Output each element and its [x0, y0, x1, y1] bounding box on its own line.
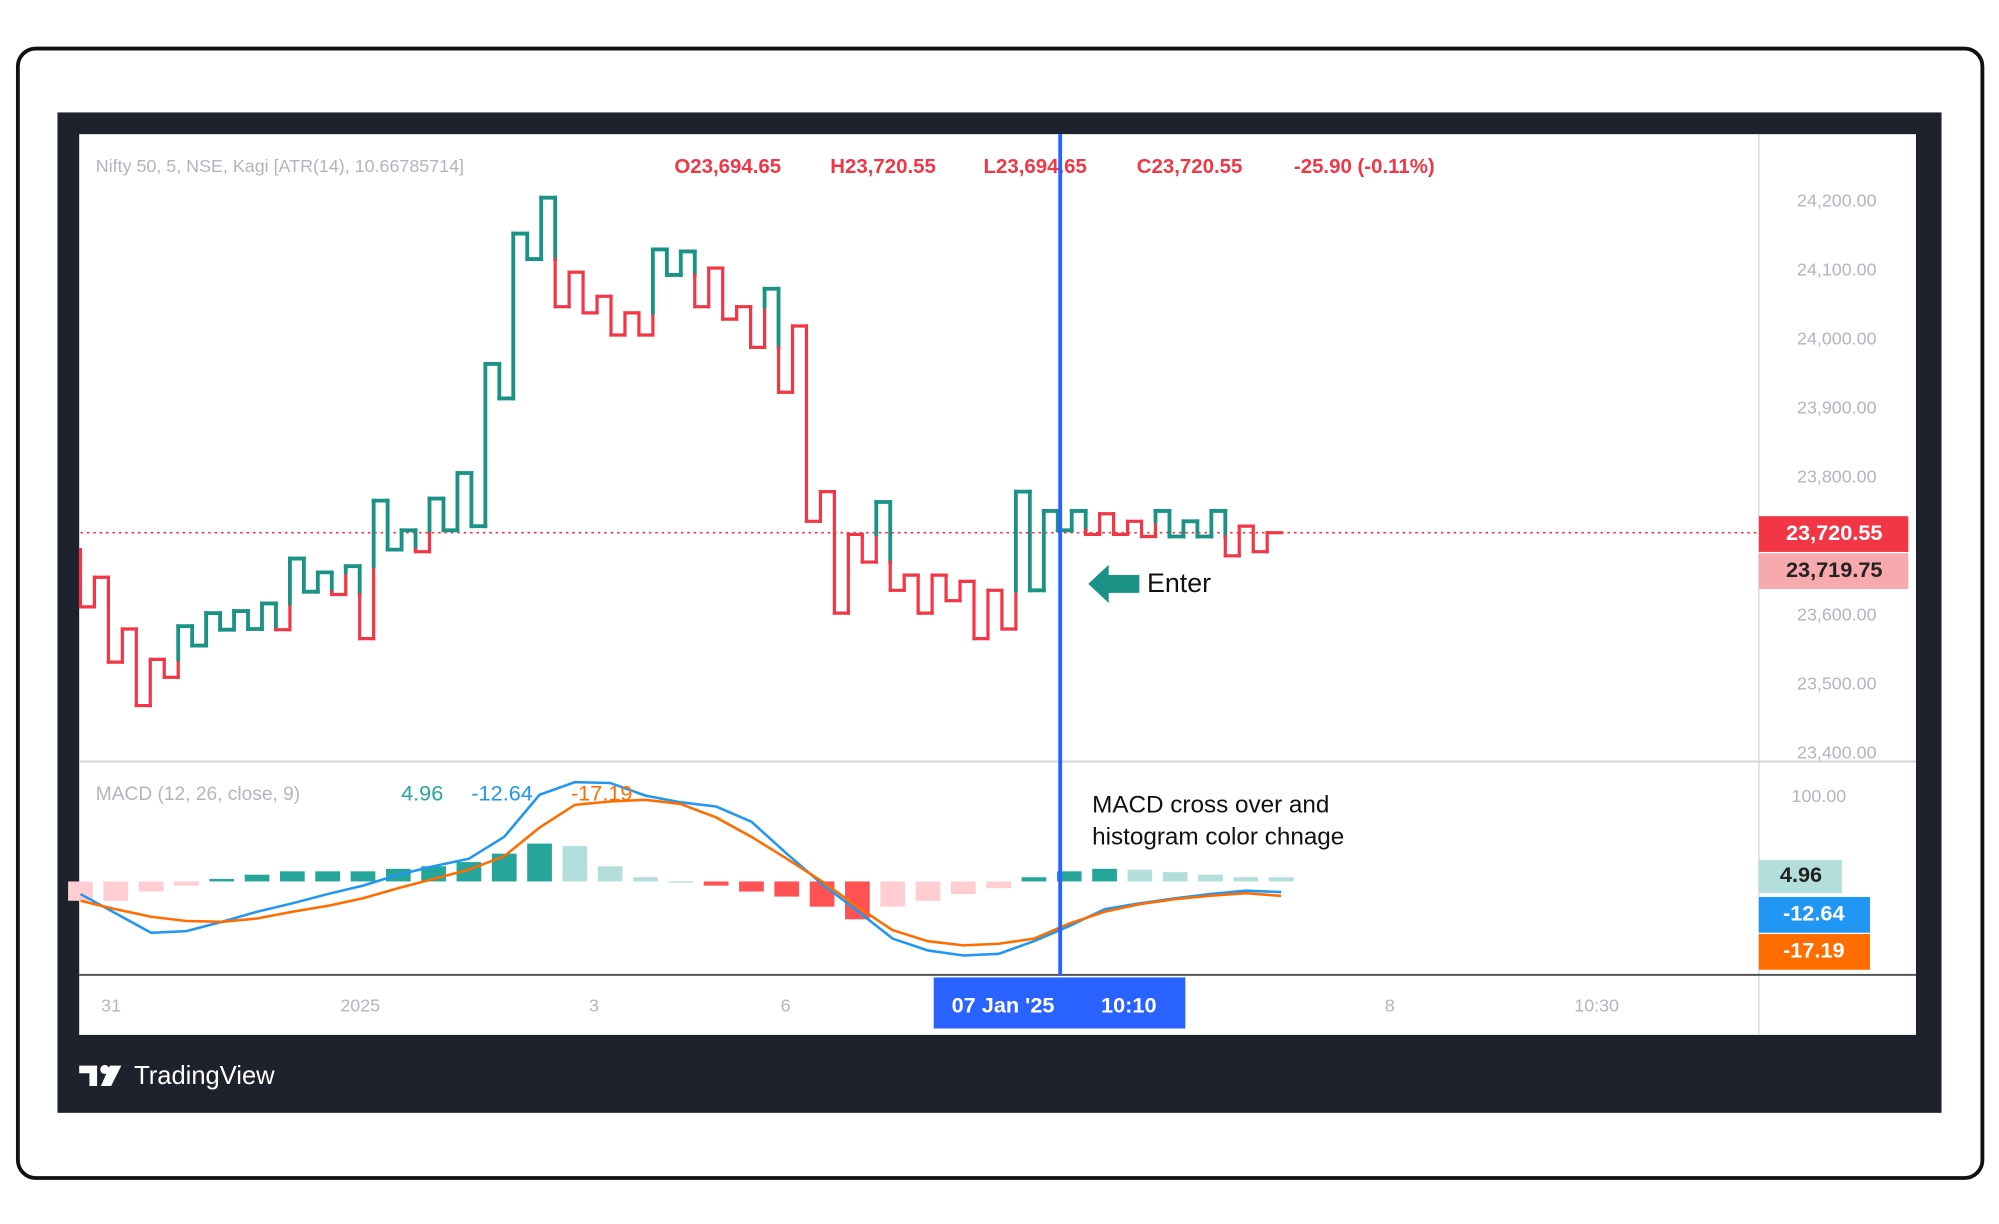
y-tick-label: 23,500.00	[1797, 674, 1877, 694]
histogram-bar	[915, 881, 941, 901]
x-tick-label: 6	[781, 996, 791, 1016]
y-tick-label: 24,200.00	[1797, 191, 1877, 211]
price-badge-label: 23,719.75	[1786, 557, 1883, 582]
y-tick-label: 24,000.00	[1797, 329, 1877, 349]
price-badge-label: 23,720.55	[1786, 520, 1883, 545]
histogram-bar	[1268, 877, 1294, 882]
histogram-bar	[315, 871, 341, 882]
logo-part	[100, 1065, 122, 1087]
histogram-bar	[174, 881, 199, 886]
histogram-bar	[1127, 869, 1153, 882]
chart-legend-title: Nifty 50, 5, NSE, Kagi [ATR(14), 10.6678…	[96, 156, 464, 176]
histogram-bar	[103, 881, 129, 901]
chart-layer: Nifty 50, 5, NSE, Kagi [ATR(14), 10.6678…	[68, 156, 1909, 1016]
macd-line	[80, 798, 1282, 947]
histogram-bar	[244, 874, 270, 882]
ohlc-value: L23,694.65	[984, 156, 1087, 178]
y-tick-label: 23,800.00	[1797, 467, 1877, 487]
ohlc-value: -25.90 (-0.11%)	[1294, 156, 1435, 178]
ohlc-value: O23,694.65	[674, 156, 781, 178]
x-tick-label: 10:30	[1574, 996, 1619, 1016]
x-tick-label: 8	[1385, 996, 1395, 1016]
value-badge-label: -12.64	[1783, 901, 1845, 926]
histogram-bar	[597, 866, 623, 882]
enter-annotation: Enter	[1147, 568, 1211, 598]
histogram-bar	[774, 881, 800, 897]
logo-part	[79, 1065, 98, 1087]
x-tick-label: 2025	[340, 996, 380, 1016]
value-badge-label: -17.19	[1783, 938, 1845, 963]
histogram-bar	[68, 881, 93, 901]
y-tick-label: 23,900.00	[1797, 398, 1877, 418]
histogram-bar	[1233, 877, 1259, 882]
histogram-bar	[1162, 872, 1188, 882]
histogram-bar	[138, 881, 164, 892]
value-badge	[1758, 859, 1842, 894]
histogram-bar	[562, 846, 588, 882]
crosshair-time: 10:10	[1101, 993, 1157, 1018]
macd-legend-title: MACD (12, 26, close, 9)	[96, 784, 300, 805]
ohlc-value: H23,720.55	[830, 156, 936, 178]
macd-annotation: MACD cross over and	[1092, 792, 1329, 819]
histogram-bar	[986, 881, 1011, 889]
y-tick-label: 100.00	[1792, 786, 1847, 806]
y-tick-label: 23,600.00	[1797, 605, 1877, 625]
histogram-bar	[880, 881, 906, 907]
logo-part	[100, 1064, 110, 1074]
enter-arrow	[1088, 564, 1140, 604]
histogram-bar	[350, 871, 376, 882]
histogram-bar	[1056, 871, 1082, 882]
histogram-bar	[703, 881, 729, 886]
brand-logo	[79, 1064, 122, 1087]
histogram-bar	[950, 881, 976, 895]
y-tick-label: 23,400.00	[1797, 743, 1877, 763]
price-badge	[1758, 516, 1909, 552]
macd-legend-value: -12.64	[471, 780, 533, 805]
macd-annotation: histogram color chnage	[1092, 824, 1344, 851]
histogram-bar	[809, 881, 835, 907]
histogram-bar	[1021, 877, 1047, 882]
histogram-bar	[491, 853, 517, 882]
macd-legend-value: 4.96	[401, 780, 443, 805]
ohlc-value: C23,720.55	[1137, 156, 1243, 178]
histogram-bar	[209, 878, 235, 882]
crosshair-date: 07 Jan '25	[952, 993, 1055, 1018]
x-tick-label: 3	[589, 996, 599, 1016]
x-tick-label: 31	[101, 996, 121, 1016]
y-tick-label: 24,100.00	[1797, 260, 1877, 280]
histogram-bar	[739, 881, 764, 892]
histogram-bar	[668, 881, 694, 883]
brand-name: TradingView	[134, 1062, 275, 1090]
value-badge-label: 4.96	[1780, 862, 1822, 887]
value-badge	[1758, 933, 1870, 970]
histogram-bar	[1092, 868, 1117, 882]
crosshair-label-box	[933, 977, 1186, 1029]
histogram-bar	[279, 871, 305, 882]
histogram-bar	[527, 843, 552, 882]
price-badge	[1758, 553, 1909, 590]
value-badge	[1758, 896, 1870, 933]
histogram-bar	[633, 877, 658, 882]
histogram-bar	[1198, 874, 1223, 882]
